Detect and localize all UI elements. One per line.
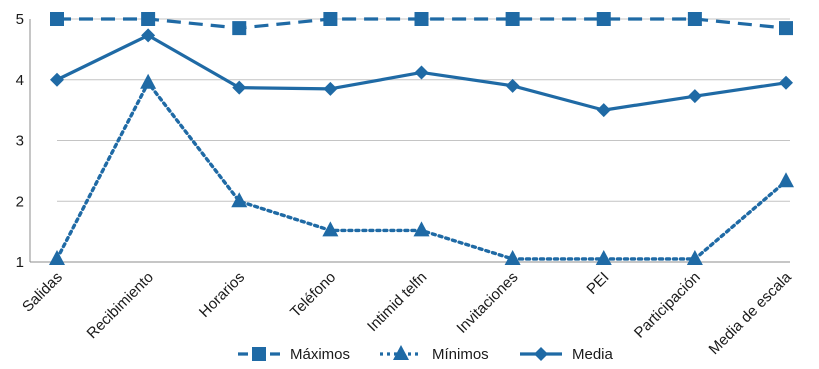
data-point — [323, 12, 338, 26]
data-point — [141, 12, 156, 26]
data-point — [778, 172, 794, 188]
data-point — [595, 249, 612, 265]
y-tick-label: 1 — [16, 254, 24, 271]
data-point — [231, 192, 248, 208]
x-tick-label: Teléfono — [287, 269, 339, 321]
data-point — [323, 81, 338, 96]
data-point — [779, 21, 793, 36]
data-point — [596, 103, 611, 118]
legend-item-1: Mínimos — [380, 345, 489, 363]
x-tick-label: Recibimiento — [84, 269, 157, 342]
data-point — [232, 21, 247, 36]
legend-label: Media — [572, 346, 614, 363]
data-point — [414, 65, 429, 80]
legend-marker — [393, 345, 409, 360]
data-point — [414, 12, 429, 26]
data-point — [49, 249, 65, 265]
data-point — [50, 12, 64, 26]
legend-marker — [252, 347, 266, 361]
data-point — [141, 28, 156, 43]
y-tick-label: 4 — [16, 72, 24, 89]
legend-marker — [534, 347, 548, 361]
data-point — [504, 249, 521, 265]
data-point — [322, 221, 339, 237]
y-tick-label: 2 — [16, 193, 24, 210]
series-2 — [50, 28, 793, 118]
x-tick-label: Horarios — [196, 269, 248, 321]
y-tick-label: 3 — [16, 133, 24, 150]
data-point — [140, 73, 157, 89]
data-point — [413, 221, 430, 237]
data-point — [232, 80, 247, 95]
x-tick-label: Participación — [631, 269, 704, 342]
x-axis: Salidas Recibimiento Horarios Teléfono Intim… — [19, 261, 796, 358]
legend-item-0: Máximos — [238, 346, 350, 363]
data-point — [686, 249, 703, 265]
legend-item-2: Media — [520, 346, 614, 363]
data-point — [50, 72, 64, 87]
data-point — [505, 78, 520, 93]
x-tick-label: Media de escala — [706, 268, 796, 358]
data-point — [779, 75, 793, 90]
data-point — [505, 12, 520, 26]
data-point — [687, 89, 702, 104]
x-tick-label: Intimid telfn — [364, 269, 430, 335]
x-tick-label: Invitaciones — [453, 269, 521, 337]
legend: Máximos Mínimos Media — [238, 345, 614, 363]
series-1 — [49, 73, 794, 265]
y-tick-label: 5 — [16, 11, 24, 28]
series-0 — [50, 12, 793, 36]
data-point — [596, 12, 611, 26]
x-tick-label: Salidas — [19, 269, 66, 316]
data-point — [687, 12, 702, 26]
y-axis: 1 2 3 4 5 — [16, 11, 31, 271]
legend-label: Máximos — [290, 346, 350, 363]
legend-label: Mínimos — [432, 346, 489, 363]
series-layer — [49, 12, 794, 265]
x-tick-label: PEI — [583, 269, 612, 298]
